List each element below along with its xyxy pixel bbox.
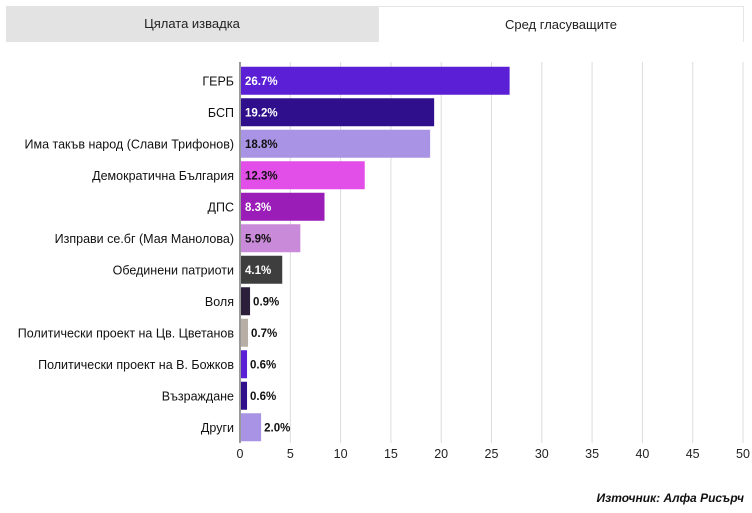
- data-label: 26.7%: [245, 76, 278, 88]
- x-tick-label: 10: [334, 447, 348, 461]
- category-label: ДПС: [208, 200, 234, 214]
- category-label: Други: [201, 421, 234, 435]
- bars: ГЕРБ 26.7% БСП 19.2% Има такъв народ (Слави …: [18, 66, 510, 442]
- category-label: Демократична България: [92, 169, 234, 183]
- bar: [241, 287, 251, 316]
- data-label: 8.3%: [245, 202, 271, 214]
- bar: [241, 161, 365, 190]
- bar: [241, 381, 248, 410]
- bar: [241, 224, 301, 253]
- data-label: 18.8%: [245, 139, 278, 151]
- x-tick-label: 25: [485, 447, 499, 461]
- category-label: Изправи се.бг (Мая Манолова): [55, 232, 234, 246]
- bar: [241, 413, 262, 442]
- bar: [241, 129, 431, 158]
- data-label: 0.7%: [251, 328, 277, 340]
- x-tick-label: 50: [736, 447, 750, 461]
- x-tick-label: 35: [585, 447, 599, 461]
- data-label: 2.0%: [264, 422, 290, 434]
- category-label: Политически проект на Цв. Цветанов: [18, 326, 235, 340]
- x-tick-label: 30: [535, 447, 549, 461]
- source-note: Източник: Алфа Рисърч: [596, 491, 744, 505]
- data-label: 0.9%: [253, 296, 279, 308]
- category-label: Има такъв народ (Слави Трифонов): [25, 137, 234, 151]
- category-label: Възраждане: [162, 389, 234, 403]
- tab-among-voters[interactable]: Сред гласуващите: [378, 6, 744, 42]
- bar-chart: ГЕРБ 26.7% БСП 19.2% Има такъв народ (Слави …: [18, 62, 750, 461]
- data-label: 0.6%: [250, 391, 276, 403]
- x-tick-label: 40: [635, 447, 649, 461]
- data-label: 4.1%: [245, 265, 271, 277]
- data-label: 0.6%: [250, 359, 276, 371]
- data-label: 12.3%: [245, 170, 278, 182]
- bar: [241, 192, 325, 221]
- x-tick-label: 45: [686, 447, 700, 461]
- x-tick-label: 15: [384, 447, 398, 461]
- category-label: Обединени патриоти: [113, 263, 234, 277]
- bar: [241, 66, 510, 95]
- tab-full-sample[interactable]: Цялата извадка: [6, 6, 378, 42]
- tab-bar: Цялата извадка Сред гласуващите: [6, 6, 744, 42]
- category-label: БСП: [208, 106, 234, 120]
- bar: [241, 98, 435, 127]
- category-label: ГЕРБ: [202, 74, 234, 88]
- x-tick-label: 0: [237, 447, 244, 461]
- x-tick-label: 5: [287, 447, 294, 461]
- bar: [241, 255, 283, 284]
- category-label: Воля: [205, 295, 234, 309]
- x-axis-ticks: 0 5 10 15 20 25 30 35 40 45 50: [237, 447, 750, 461]
- bar: [241, 318, 249, 347]
- bar: [241, 350, 248, 379]
- data-label: 19.2%: [245, 107, 278, 119]
- category-label: Политически проект на В. Божков: [38, 358, 234, 372]
- data-label: 5.9%: [245, 233, 271, 245]
- x-tick-label: 20: [434, 447, 448, 461]
